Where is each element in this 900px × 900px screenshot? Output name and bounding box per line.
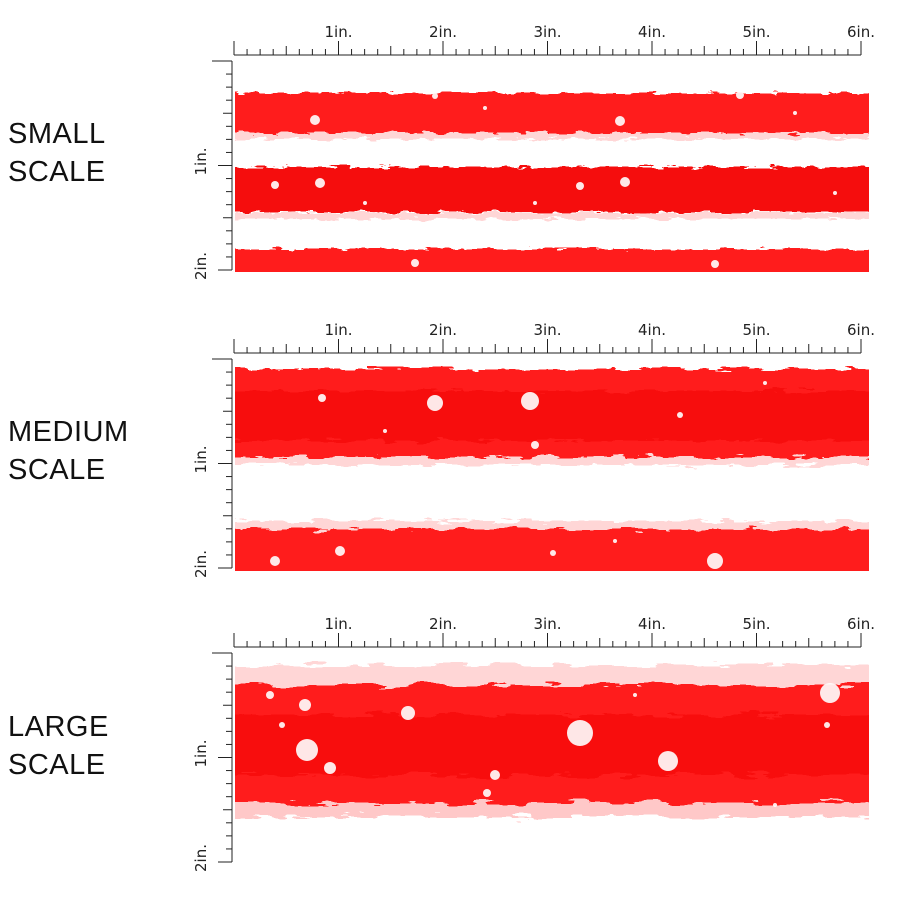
ruler-label: 3in.: [534, 321, 562, 339]
ruler-label: 5in.: [743, 321, 771, 339]
ruler-label: 2in.: [192, 550, 210, 578]
ruler-label: 2in.: [192, 252, 210, 280]
large-scale-panel: LARGE SCALE 1in. 2in. 3in. 4in. 5in. 6in. 1in…: [0, 590, 900, 885]
ruler-label: 4in.: [638, 615, 666, 633]
ruler-label: 2in.: [192, 844, 210, 872]
ruler-label: 1in.: [325, 23, 353, 41]
medium-fabric-swatch: [235, 361, 869, 571]
ruler-label: 3in.: [534, 23, 562, 41]
ruler-label: 6in.: [847, 615, 875, 633]
ruler-label: 2in.: [429, 321, 457, 339]
ruler-label: 1in.: [325, 321, 353, 339]
large-ruler: 1in. 2in. 3in. 4in. 5in. 6in. 1in. 2in.: [192, 615, 875, 872]
small-fabric-swatch: [235, 63, 869, 272]
ruler-label: 1in.: [325, 615, 353, 633]
ruler-label: 4in.: [638, 23, 666, 41]
horizontal-ruler: 1in. 2in. 3in. 4in. 5in. 6in.: [233, 615, 875, 648]
ruler-label: 5in.: [743, 23, 771, 41]
ruler-label: 5in.: [743, 615, 771, 633]
medium-scale-panel: MEDIUM SCALE 1in. 2in. 3in. 4in. 5in. 6in. 1i…: [0, 295, 900, 590]
vertical-ruler: 1in. 2in.: [192, 358, 233, 578]
ruler-label: 3in.: [534, 615, 562, 633]
medium-scale-label: MEDIUM SCALE: [8, 416, 129, 486]
ruler-label: 6in.: [847, 23, 875, 41]
ruler-label: 2in.: [429, 23, 457, 41]
ruler-label: 1in.: [192, 446, 210, 474]
ruler-label: 1in.: [192, 740, 210, 768]
horizontal-ruler: 1in. 2in. 3in. 4in. 5in. 6in.: [233, 321, 875, 354]
small-scale-panel: SMALL SCALE 1in. 2in. 3in. 4in. 5in. 6in. 1in…: [0, 0, 900, 295]
horizontal-ruler: 1in. 2in. 3in. 4in. 5in. 6in.: [233, 23, 875, 56]
small-ruler: 1in. 2in. 3in. 4in. 5in. 6in. 1in. 2in.: [192, 23, 875, 280]
small-scale-label: SMALL SCALE: [8, 118, 106, 188]
ruler-label: 6in.: [847, 321, 875, 339]
ruler-label: 1in.: [192, 148, 210, 176]
large-fabric-swatch: [235, 655, 869, 865]
ruler-label: 4in.: [638, 321, 666, 339]
medium-ruler: 1in. 2in. 3in. 4in. 5in. 6in. 1in. 2in.: [192, 321, 875, 578]
large-scale-label: LARGE SCALE: [8, 711, 109, 781]
vertical-ruler: 1in. 2in.: [192, 652, 233, 872]
ruler-label: 2in.: [429, 615, 457, 633]
vertical-ruler: 1in. 2in.: [192, 60, 233, 280]
